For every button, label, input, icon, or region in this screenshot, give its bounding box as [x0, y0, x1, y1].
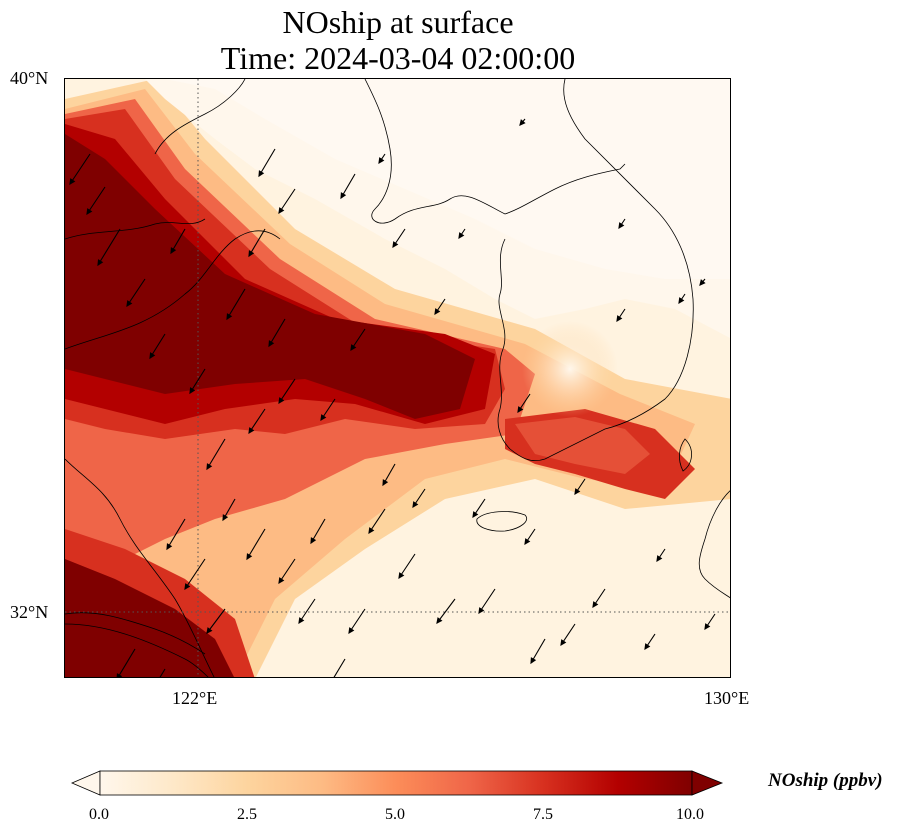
- wind-arrow-head: [206, 627, 213, 635]
- noship-concentration-field: [65, 79, 730, 677]
- wind-arrow-head: [298, 617, 305, 625]
- map-canvas: [65, 79, 730, 677]
- colorbar: [70, 770, 724, 796]
- wind-arrow-shaft: [206, 438, 226, 470]
- wind-arrow-shaft: [166, 518, 186, 550]
- colorbar-tick: 10.0: [676, 806, 704, 823]
- wind-arrow-shaft: [268, 318, 286, 347]
- colorbar-tick: 5.0: [385, 806, 405, 823]
- lon-tick-label: 130°E: [704, 688, 750, 708]
- wind-arrow-head: [368, 527, 375, 535]
- wind-arrow-shaft: [159, 668, 166, 677]
- colorbar-tick: 2.5: [237, 806, 257, 823]
- wind-arrow-head: [206, 463, 213, 471]
- wind-arrow-head: [126, 300, 133, 308]
- wind-arrow-shaft: [246, 528, 266, 560]
- colorbar-extend-min: [70, 770, 101, 796]
- wind-arrow-head: [86, 208, 93, 216]
- map-panel: [64, 78, 731, 678]
- wind-arrow-head: [592, 601, 599, 609]
- wind-arrow-head: [340, 192, 347, 200]
- wind-arrow-head: [699, 279, 706, 286]
- wind-arrow-head: [310, 537, 317, 545]
- wind-arrow-head: [226, 313, 233, 321]
- coastlines: [65, 79, 730, 677]
- wind-arrow-head: [222, 514, 229, 522]
- wind-arrow-shaft: [333, 658, 346, 677]
- wind-arrow-head: [278, 207, 285, 215]
- colorbar-tick: 0.0: [89, 806, 109, 823]
- wind-arrow-head: [246, 553, 253, 561]
- wind-arrow-head: [248, 250, 255, 258]
- wind-vectors: [69, 118, 716, 677]
- wind-arrow-head: [478, 607, 485, 615]
- wind-arrow-head: [149, 352, 156, 360]
- wind-arrow-head: [170, 247, 177, 255]
- wind-arrow-head: [434, 308, 441, 316]
- wind-arrow-head: [184, 583, 191, 591]
- colorbar-tick: 7.5: [533, 806, 553, 823]
- lat-tick-label: 32°N: [10, 602, 49, 622]
- wind-arrow-head: [519, 119, 526, 126]
- wind-arrow-shaft: [126, 278, 146, 307]
- wind-arrow-head: [524, 538, 531, 546]
- wind-arrow-head: [616, 315, 623, 323]
- wind-arrow-head: [69, 178, 76, 186]
- wind-arrow-shaft: [117, 648, 136, 677]
- wind-arrow-head: [398, 572, 405, 580]
- wind-arrow-head: [530, 657, 537, 665]
- wind-arrow-head: [436, 617, 443, 625]
- wind-arrow-shaft: [258, 148, 276, 177]
- wind-arrow-shaft: [248, 228, 266, 257]
- wind-arrow-head: [189, 387, 196, 395]
- colorbar-gradient: [99, 770, 693, 796]
- wind-arrow-head: [517, 406, 524, 414]
- wind-arrow-head: [268, 340, 275, 348]
- wind-arrow-head: [258, 170, 265, 178]
- wind-arrow-head: [97, 259, 104, 267]
- colorbar-extend-max: [691, 770, 724, 796]
- wind-arrow-head: [678, 297, 685, 305]
- wind-arrow-head: [618, 222, 625, 230]
- wind-arrow-head: [574, 488, 581, 496]
- wind-arrow-head: [248, 427, 255, 435]
- wind-arrow-head: [320, 414, 327, 422]
- wind-arrow-shaft: [86, 186, 106, 215]
- wind-arrow-head: [656, 555, 663, 563]
- wind-arrow-head: [412, 501, 419, 509]
- wind-arrow-shaft: [226, 288, 246, 320]
- wind-arrow-head: [278, 577, 285, 585]
- lon-tick-label: 122°E: [172, 688, 218, 708]
- wind-arrow-head: [348, 627, 355, 635]
- wind-arrow-head: [382, 479, 389, 487]
- wind-arrow-head: [704, 623, 711, 631]
- wind-arrow-head: [350, 344, 357, 352]
- wind-arrow-head: [116, 673, 123, 677]
- wind-arrow-shaft: [69, 153, 91, 185]
- wind-arrow-head: [644, 643, 651, 651]
- wind-arrow-head: [472, 511, 479, 519]
- colorbar-label: NOship (ppbv): [768, 770, 883, 791]
- wind-arrow-head: [166, 543, 173, 551]
- lat-tick-label: 40°N: [10, 68, 49, 88]
- wind-arrow-shaft: [97, 228, 121, 266]
- map-subtitle-time: Time: 2024-03-04 02:00:00: [220, 40, 576, 76]
- wind-arrow-head: [458, 232, 465, 240]
- map-title: NOship at surface: [282, 4, 514, 40]
- wind-arrow-head: [560, 639, 567, 647]
- wind-arrow-head: [378, 157, 385, 165]
- wind-arrow-shaft: [184, 558, 206, 590]
- wind-arrow-head: [278, 397, 285, 405]
- wind-arrow-head: [392, 241, 399, 249]
